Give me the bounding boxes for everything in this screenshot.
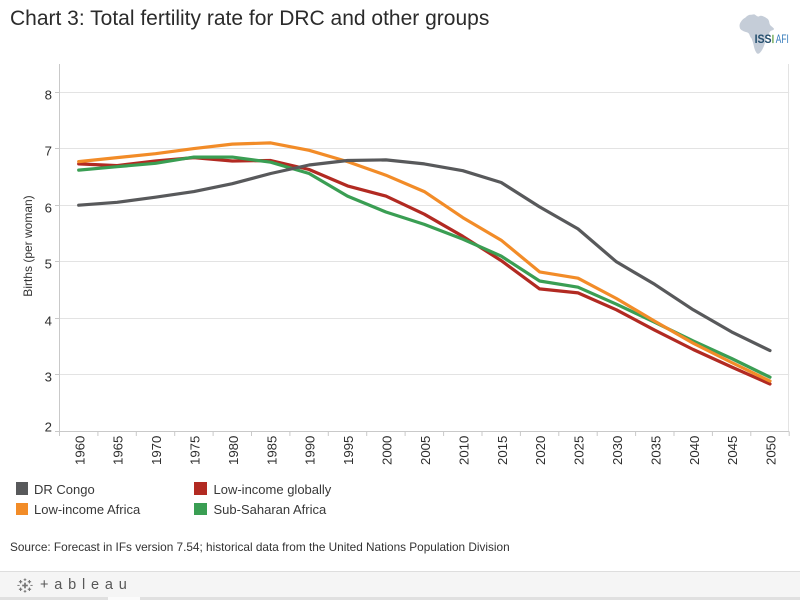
- svg-text:2015: 2015: [495, 436, 510, 465]
- svg-text:2010: 2010: [456, 436, 471, 465]
- svg-text:4: 4: [45, 313, 52, 328]
- svg-text:2025: 2025: [572, 436, 587, 465]
- svg-text:2: 2: [45, 419, 52, 434]
- svg-text:1995: 1995: [341, 436, 356, 465]
- svg-text:1985: 1985: [264, 436, 279, 465]
- svg-text:1960: 1960: [72, 436, 87, 465]
- svg-text:2035: 2035: [648, 436, 663, 465]
- svg-text:2045: 2045: [725, 436, 740, 465]
- svg-text:AFI: AFI: [776, 34, 789, 46]
- svg-text:8: 8: [45, 87, 52, 102]
- svg-text:1970: 1970: [149, 436, 164, 465]
- svg-text:1975: 1975: [188, 436, 203, 465]
- svg-text:2050: 2050: [764, 436, 779, 465]
- svg-text:Births (per woman): Births (per woman): [21, 195, 35, 296]
- svg-text:2005: 2005: [418, 436, 433, 465]
- svg-text:ISS: ISS: [755, 34, 772, 46]
- svg-text:2020: 2020: [533, 436, 548, 465]
- svg-text:1980: 1980: [226, 436, 241, 465]
- svg-text:2000: 2000: [380, 436, 395, 465]
- svg-text:1965: 1965: [111, 436, 126, 465]
- svg-text:6: 6: [45, 200, 52, 215]
- svg-text:3: 3: [45, 369, 52, 384]
- svg-text:2040: 2040: [687, 436, 702, 465]
- svg-text:7: 7: [45, 143, 52, 158]
- svg-text:2030: 2030: [610, 436, 625, 465]
- svg-text:5: 5: [45, 256, 52, 271]
- svg-text:1990: 1990: [303, 436, 318, 465]
